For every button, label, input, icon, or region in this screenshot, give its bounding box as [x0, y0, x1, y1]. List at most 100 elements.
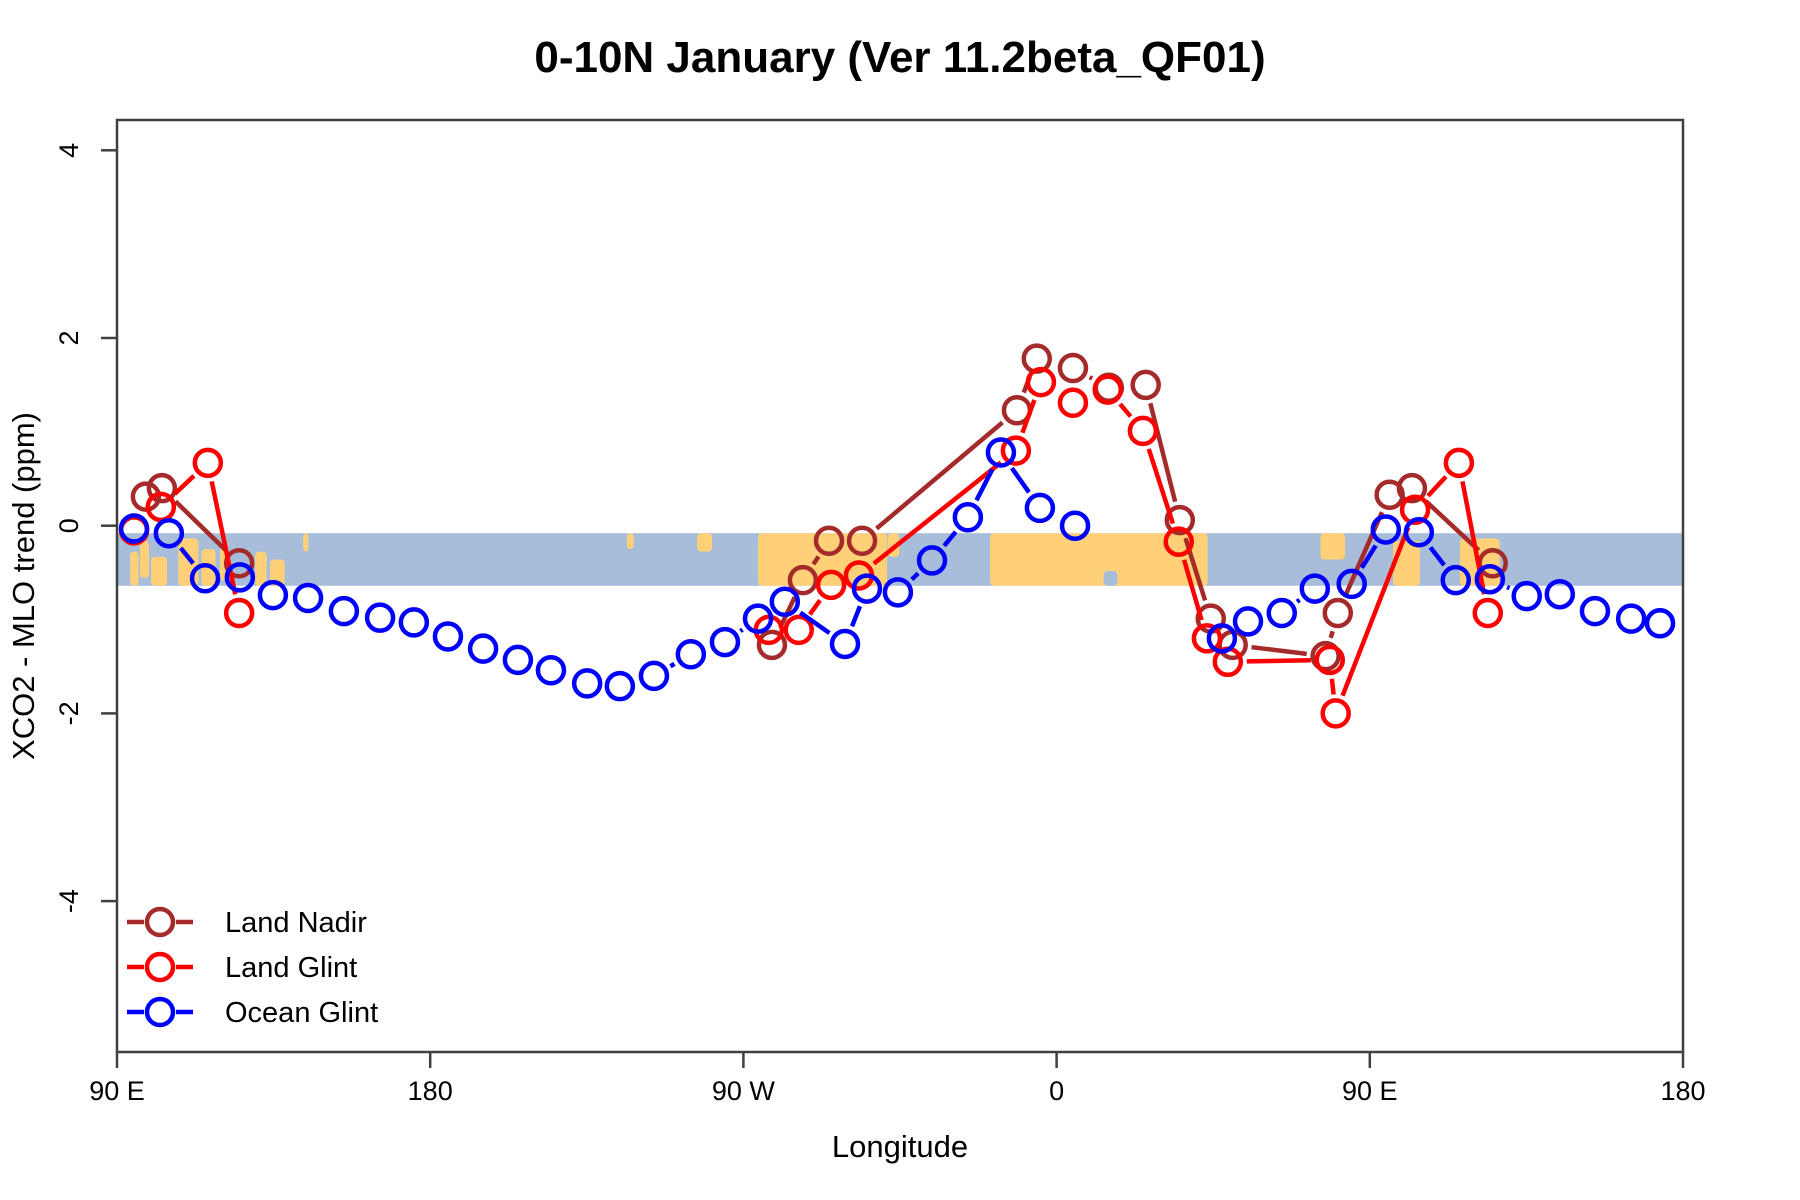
- x-tick-label: 90 E: [1342, 1076, 1398, 1106]
- ocean-glint-point: [851, 573, 883, 604]
- ocean-glint-segment: [1359, 544, 1378, 569]
- ocean-glint-point: [535, 654, 567, 686]
- y-tick-label: 2: [54, 330, 84, 345]
- ocean-glint-point: [1440, 564, 1472, 596]
- land-glint-segment: [173, 474, 196, 496]
- land-nadir-point: [846, 525, 878, 556]
- legend-label-land-nadir: Land Nadir: [225, 907, 367, 939]
- land-patch: [697, 533, 713, 552]
- ocean-glint-segment: [669, 661, 676, 669]
- ocean-notch: [1103, 571, 1118, 586]
- land-nadir-point: [1130, 369, 1161, 401]
- x-tick-label: 180: [408, 1076, 453, 1106]
- ocean-glint-point: [709, 626, 741, 658]
- ocean-glint-point: [675, 639, 707, 670]
- ocean-glint-point: [1266, 597, 1298, 629]
- ocean-glint-point: [829, 628, 861, 660]
- legend-item-ocean-glint: Ocean Glint: [127, 996, 378, 1029]
- legend-label-ocean-glint: Ocean Glint: [225, 997, 378, 1029]
- x-tick-label: 180: [1660, 1076, 1705, 1106]
- ocean-glint-segment: [1428, 545, 1446, 567]
- legend: Land Nadir Land Glint Ocean Glint: [127, 906, 378, 1029]
- land-nadir-point: [787, 564, 819, 596]
- ocean-glint-segment: [739, 627, 744, 633]
- land-nadir-point: [1322, 597, 1354, 629]
- ocean-glint-marker-sample: [144, 996, 176, 1028]
- legend-item-land-glint: Land Glint: [127, 951, 357, 984]
- ocean-glint-point: [1059, 510, 1091, 541]
- land-glint-segment: [1181, 559, 1204, 621]
- ocean-glint-segment: [1506, 585, 1511, 591]
- legend-label-land-glint: Land Glint: [225, 952, 357, 984]
- ocean-glint-point: [1299, 573, 1331, 604]
- y-tick-label: -4: [54, 889, 84, 913]
- land-glint-point: [223, 597, 255, 629]
- land-glint-segment: [1020, 399, 1037, 434]
- ocean-glint-point: [1370, 514, 1402, 545]
- x-axis-title: Longitude: [832, 1129, 968, 1164]
- land-nadir-segment: [1328, 630, 1335, 639]
- land-patch: [303, 533, 309, 552]
- land-patch: [130, 551, 139, 586]
- land-glint-point: [1443, 447, 1475, 479]
- ocean-glint-segment: [910, 571, 920, 581]
- ocean-glint-point: [1232, 606, 1264, 637]
- land-glint-segment: [1329, 678, 1336, 695]
- ocean-glint-point: [398, 607, 430, 638]
- land-nadir-point: [813, 525, 845, 556]
- ocean-glint-point: [292, 582, 324, 614]
- land-patch: [255, 551, 267, 586]
- ocean-glint-point: [604, 670, 636, 702]
- land-patch: [151, 556, 168, 586]
- ocean-glint-point: [257, 579, 289, 611]
- land-nadir-point: [223, 547, 255, 579]
- land-glint-point: [145, 491, 177, 523]
- ocean-glint-point: [1474, 563, 1506, 595]
- ocean-glint-point: [638, 660, 670, 692]
- ocean-glint-segment: [1010, 466, 1031, 494]
- ocean-glint-segment: [849, 605, 863, 628]
- ocean-glint-point: [952, 502, 984, 533]
- ocean-glint-point: [1544, 578, 1576, 610]
- land-glint-segment: [1246, 658, 1311, 664]
- ocean-glint-segment: [178, 546, 195, 565]
- ocean-glint-point: [502, 644, 534, 676]
- series-land-nadir: [130, 343, 1508, 672]
- land-nadir-point: [1396, 472, 1428, 504]
- ocean-glint-point: [1615, 603, 1647, 634]
- land-glint-segment: [209, 480, 238, 595]
- y-tick-label: -2: [54, 701, 84, 725]
- ocean-glint-point: [224, 562, 256, 593]
- land-nadir-point: [1310, 640, 1341, 672]
- ocean-glint-point: [1336, 568, 1367, 600]
- data-series-layer: [118, 343, 1676, 729]
- land-glint-point: [1472, 597, 1504, 629]
- ocean-glint-point: [432, 621, 464, 652]
- ocean-glint-point: [742, 603, 774, 634]
- land-glint-segment: [1460, 481, 1487, 595]
- land-nadir-point: [1164, 504, 1196, 536]
- land-glint-segment: [872, 460, 1003, 566]
- land-glint-point: [1057, 387, 1089, 419]
- series-ocean-glint: [118, 437, 1676, 702]
- ocean-glint-point: [985, 437, 1017, 468]
- ocean-glint-point: [916, 545, 948, 576]
- land-patch: [626, 533, 634, 549]
- y-tick-label: 4: [54, 143, 84, 158]
- land-patch: [1393, 541, 1420, 586]
- ocean-glint-segment: [799, 610, 831, 635]
- ocean-glint-point: [118, 513, 150, 544]
- land-patch: [270, 559, 285, 586]
- land-patch: [990, 533, 1208, 586]
- land-nadir-point: [756, 629, 788, 661]
- land-glint-segment: [1146, 448, 1176, 525]
- ocean-glint-segment: [974, 468, 995, 502]
- ocean-glint-segment: [1295, 598, 1301, 604]
- land-glint-point: [783, 614, 814, 646]
- ocean-glint-point: [364, 602, 396, 633]
- land-glint-point: [1127, 415, 1159, 447]
- land-glint-point: [1163, 526, 1194, 557]
- land-nadir-point: [1057, 352, 1089, 384]
- ocean-glint-point: [769, 586, 801, 617]
- legend-item-land-nadir: Land Nadir: [127, 906, 367, 939]
